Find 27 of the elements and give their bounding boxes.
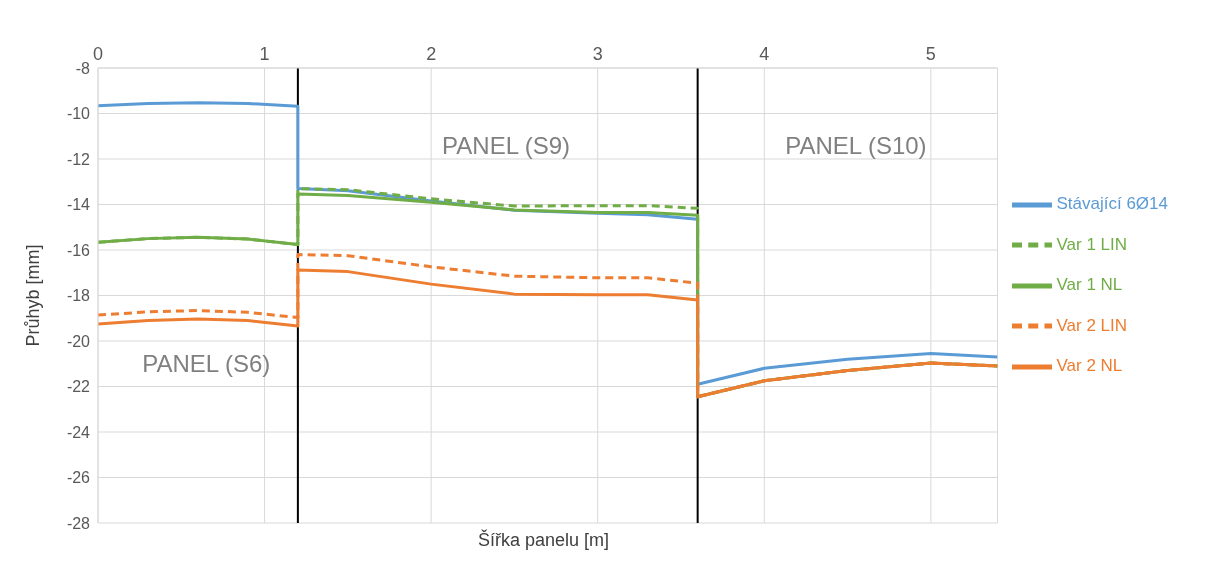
y-tick-label: -24: [66, 423, 91, 441]
legend-label: Var 2 NL: [1056, 356, 1123, 376]
legend-label: Var 2 LIN: [1056, 315, 1128, 335]
y-tick-label: -18: [66, 287, 91, 305]
annotation: PANEL (S9): [442, 131, 571, 159]
x-tick-label: 1: [259, 44, 270, 64]
annotation: PANEL (S10): [785, 131, 927, 159]
y-tick-label: -28: [66, 514, 91, 532]
x-tick-label: 5: [925, 44, 936, 64]
y-tick-label: -26: [66, 469, 91, 487]
x-tick-label: 3: [592, 44, 603, 64]
y-tick-label: -22: [66, 378, 91, 396]
legend-label: Var 1 LIN: [1056, 234, 1128, 254]
legend-label: Var 1 NL: [1056, 275, 1123, 295]
y-tick-label: -8: [75, 59, 91, 77]
x-tick-label: 0: [92, 44, 104, 64]
x-tick-label: 4: [759, 44, 770, 64]
y-tick-label: -14: [66, 196, 91, 214]
x-axis-title: Šířka panelu [m]: [478, 530, 610, 551]
legend-label: Stávající 6Ø14: [1056, 194, 1168, 214]
y-tick-label: -20: [66, 332, 91, 350]
y-axis-title: Průhyb [mm]: [23, 244, 44, 347]
y-tick-label: -10: [66, 105, 91, 123]
annotation: PANEL (S6): [142, 350, 271, 378]
y-tick-label: -16: [66, 241, 91, 259]
x-tick-label: 2: [426, 44, 437, 64]
y-tick-label: -12: [66, 150, 91, 168]
